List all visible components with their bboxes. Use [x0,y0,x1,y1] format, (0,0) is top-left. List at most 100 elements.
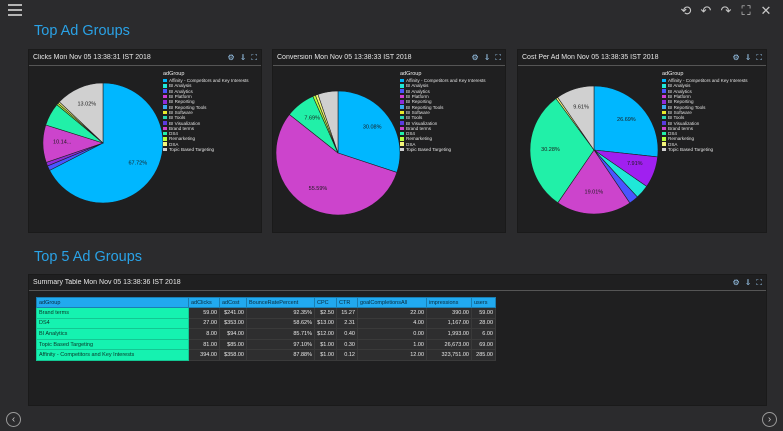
table-row[interactable]: Topic Based Targeting 81.00 $85.00 97.10% $1… [36,338,496,351]
legend-item[interactable]: BI Software [662,110,748,115]
legend-item[interactable]: BI Tools [163,115,249,120]
legend-item[interactable]: BI Tools [662,115,748,120]
legend-item[interactable]: BI Software [163,110,249,115]
legend-item[interactable]: Affinity - Competitors and Key Interests [163,78,249,83]
column-header[interactable]: goalCompletionsAll [357,297,427,308]
legend-item[interactable]: Remarketing [163,136,249,141]
table-row[interactable]: Brand terms 59.00 $241.00 92.35% $2.50 15.27 2… [36,307,496,319]
legend-label: DS4 [668,131,677,137]
pie-slice[interactable] [58,82,104,144]
legend-item[interactable]: BI Analysis [163,83,249,88]
column-header[interactable]: BounceRatePercent [246,297,315,308]
next-page-button[interactable]: › [762,412,777,427]
download-icon[interactable]: ⇓ [744,277,752,287]
legend-item[interactable]: BI Software [400,110,486,115]
legend-item[interactable]: Affinity - Competitors and Key Interests [400,78,486,83]
table-cell: 4.00 [357,317,427,330]
legend-item[interactable]: BI Reporting [163,99,249,104]
pie-slice[interactable] [275,114,398,216]
legend-item[interactable]: Topic Based Targeting [662,147,748,152]
pie-slice[interactable] [49,82,164,204]
legend-item[interactable]: Brand terms [662,126,748,131]
legend-item[interactable]: DSA [400,142,486,147]
legend-item[interactable]: Brand terms [163,126,249,131]
pie-slice[interactable] [337,90,401,173]
legend-item[interactable]: BI Reporting [400,99,486,104]
legend-item[interactable]: BI Platform [400,94,486,99]
legend-item[interactable]: Affinity - Competitors and Key Interests [662,78,748,83]
legend-item[interactable]: BI Reporting Tools [163,104,249,110]
hamburger-icon[interactable] [8,4,22,16]
legend-item[interactable]: Topic Based Targeting [163,147,249,152]
legend-item[interactable]: DS4 [400,131,486,136]
pie-slice[interactable] [529,98,595,204]
legend-label: Topic Based Targeting [406,147,452,152]
download-icon[interactable]: ⇓ [744,52,752,62]
close-icon[interactable]: ✕ [760,2,772,18]
legend-item[interactable]: Topic Based Targeting [400,147,486,152]
column-header[interactable]: CTR [336,297,358,308]
legend-swatch [662,105,666,109]
download-icon[interactable]: ⇓ [483,52,491,62]
legend-item[interactable]: DSA [662,142,748,147]
legend-label: BI Visualization [406,120,438,126]
table-cell: 394.00 [188,349,220,361]
legend-item[interactable]: BI Tools [400,115,486,120]
expand-icon[interactable]: ⛶ [251,52,257,62]
settings-icon[interactable]: ⚙ [732,52,740,62]
legend-item[interactable]: BI Visualization [662,120,748,126]
table-cell: 0.00 [357,328,427,340]
expand-icon[interactable]: ⛶ [756,277,762,287]
legend-item[interactable]: BI Platform [662,94,748,99]
pie-slice[interactable] [557,85,595,151]
legend-item[interactable]: BI Visualization [163,120,249,126]
column-header[interactable]: adGroup [36,297,189,308]
expand-icon[interactable]: ⛶ [495,52,501,62]
redo-icon[interactable]: ↷ [720,2,732,18]
legend-label: DS4 [406,131,415,137]
pie-slice-label: 7.91% [627,161,643,167]
table-row[interactable]: Affinity - Competitors and Key Interests… [36,349,496,361]
legend-label: BI Reporting Tools [169,104,207,110]
legend-item[interactable]: BI Reporting [662,99,748,104]
table-cell: $85.00 [219,338,247,351]
legend-item[interactable]: DS4 [662,131,748,136]
column-header[interactable]: users [471,297,496,308]
prev-page-button[interactable]: ‹ [6,412,21,427]
legend-item[interactable]: BI Analytics [662,89,748,94]
table-row[interactable]: BI Analytics 8.00 $94.00 85.71% $12.00 0.40 0.… [36,328,496,340]
legend-label: BI Analytics [406,88,430,94]
legend-item[interactable]: BI Reporting Tools [400,104,486,110]
pie-slice[interactable] [593,85,659,158]
legend-item[interactable]: DS4 [163,131,249,136]
undo-icon[interactable]: ↶ [700,2,712,18]
download-icon[interactable]: ⇓ [239,52,247,62]
settings-icon[interactable]: ⚙ [471,52,479,62]
legend-item[interactable]: BI Analytics [400,89,486,94]
legend-item[interactable]: BI Analysis [400,83,486,88]
pie-slice[interactable] [557,149,631,215]
pie-slice[interactable] [317,90,339,154]
column-header[interactable]: adClicks [188,297,220,308]
legend-item[interactable]: Brand terms [400,126,486,131]
settings-icon[interactable]: ⚙ [227,52,235,62]
legend-label: Affinity - Competitors and Key Interests [406,78,486,84]
legend-item[interactable]: BI Analytics [163,89,249,94]
legend-label: BI Reporting Tools [668,104,706,110]
legend-item[interactable]: DSA [163,142,249,147]
legend-item[interactable]: BI Analysis [662,83,748,88]
column-header[interactable]: adCost [219,297,247,308]
legend-item[interactable]: Remarketing [400,136,486,141]
legend-swatch [163,84,167,88]
fullscreen-icon[interactable]: ⛶ [741,2,751,18]
legend-item[interactable]: BI Platform [163,94,249,99]
refresh-icon[interactable]: ⟲ [680,2,692,18]
column-header[interactable]: impressions [426,297,472,308]
legend-item[interactable]: BI Visualization [400,120,486,126]
table-row[interactable]: DS4 27.00 $353.00 58.62% $13.00 2.31 4.00 1,167… [36,317,496,330]
legend-item[interactable]: Remarketing [662,136,748,141]
column-header[interactable]: CPC [314,297,337,308]
settings-icon[interactable]: ⚙ [732,277,740,287]
expand-icon[interactable]: ⛶ [756,52,762,62]
legend-item[interactable]: BI Reporting Tools [662,104,748,110]
